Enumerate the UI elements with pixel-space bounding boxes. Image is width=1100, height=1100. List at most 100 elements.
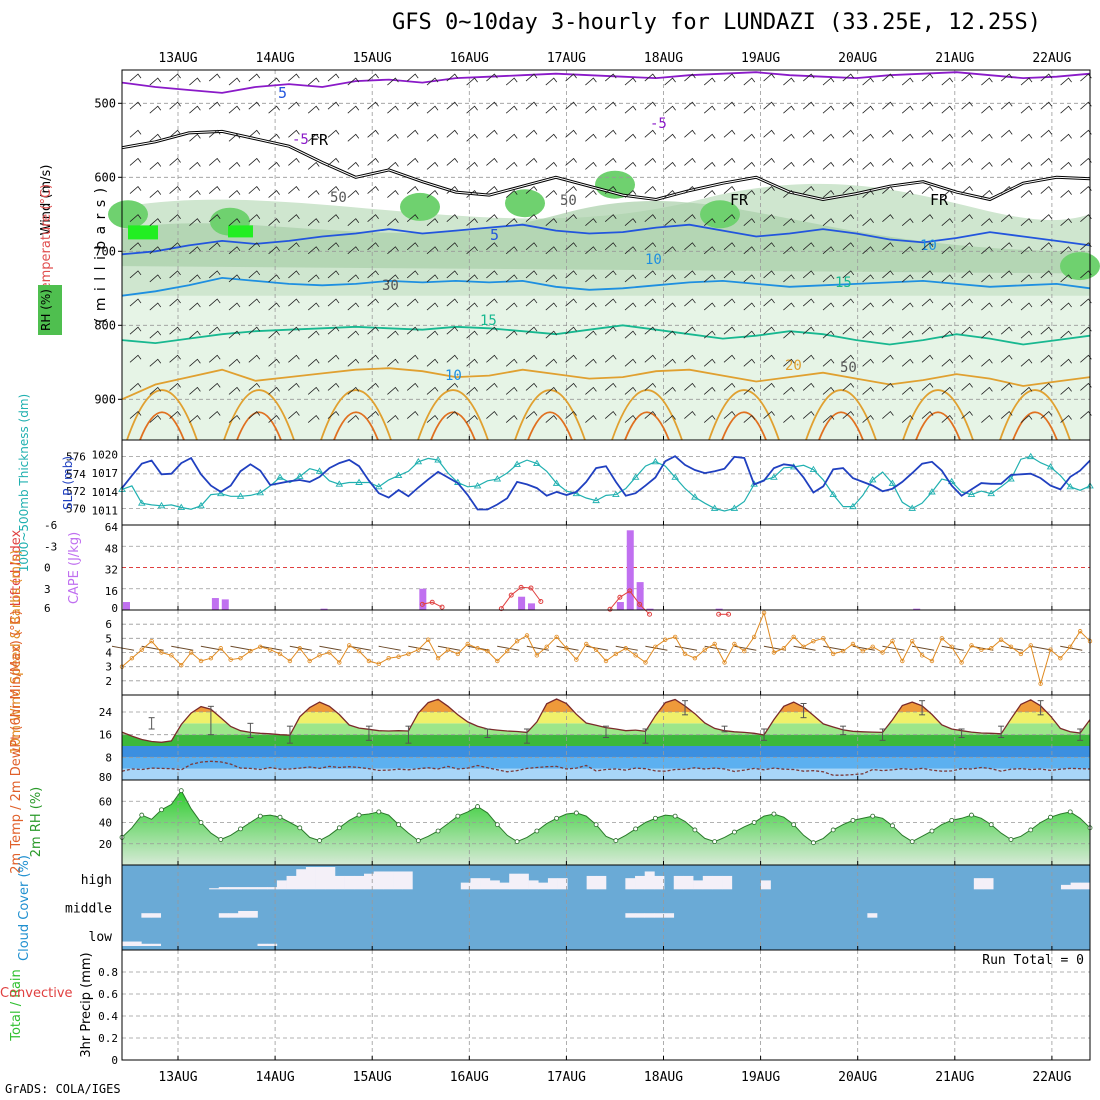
- wind-barb: [862, 330, 874, 339]
- wind-barb: [327, 270, 340, 279]
- wind-barb: [585, 133, 597, 142]
- wind-barb: [367, 242, 379, 251]
- cloud-bar-high: [470, 878, 481, 890]
- wind-barb: [545, 302, 558, 311]
- precip-convective-label: Convective: [0, 986, 73, 1001]
- wind10-marker: [524, 633, 530, 638]
- thickness-marker: [809, 465, 818, 473]
- wind-barb: [901, 358, 914, 367]
- wind-barb: [842, 354, 855, 363]
- wind-barb: [486, 73, 498, 82]
- contour-label: 10: [445, 368, 462, 384]
- contour-label: 30: [382, 278, 399, 294]
- wind-barb: [208, 101, 221, 110]
- wind-barb: [604, 129, 617, 138]
- wind-barb: [426, 218, 439, 227]
- thickness-marker: [908, 504, 916, 511]
- wind-barb: [763, 214, 775, 223]
- wind-barb: [961, 270, 973, 279]
- wind-barb: [406, 157, 419, 166]
- cloud-bar-high: [286, 875, 297, 890]
- wind-barb: [149, 414, 162, 423]
- wind-barb: [545, 218, 558, 227]
- wind-barb: [406, 214, 419, 223]
- wind10-marker: [939, 636, 945, 641]
- thickness-marker: [770, 473, 778, 480]
- wind10-marker: [356, 648, 362, 654]
- wind10-marker: [850, 641, 856, 647]
- wind10-marker: [218, 646, 223, 651]
- wind-barb: [387, 189, 399, 198]
- wind-barb: [862, 274, 874, 283]
- thickness-marker: [276, 473, 284, 480]
- wind-barb: [1060, 77, 1072, 86]
- thickness-marker: [592, 496, 600, 504]
- wind10-tick: 5: [105, 632, 112, 645]
- rh-moist-patch: [400, 192, 440, 221]
- wind-barb: [208, 214, 221, 223]
- wind-barb: [486, 157, 498, 166]
- date-label-bottom: 18AUG: [644, 1070, 683, 1085]
- wind-barb: [327, 157, 340, 166]
- rh-axis-label: RH (%): [39, 289, 53, 331]
- wind-barb: [446, 214, 459, 223]
- wind-barb: [268, 302, 280, 311]
- wind-barb: [882, 214, 894, 223]
- wind-barb: [288, 129, 300, 138]
- wind-barb: [703, 330, 716, 339]
- wind-barb: [604, 298, 617, 307]
- wind-barb: [387, 386, 399, 395]
- wind-barb: [763, 298, 775, 307]
- wind-barb: [763, 101, 775, 110]
- contour-label: FR: [730, 191, 749, 209]
- wind-barb: [961, 382, 973, 391]
- wind10-marker: [1068, 644, 1073, 650]
- wind-barb: [169, 185, 181, 194]
- rh-marker: [771, 811, 777, 817]
- pressure-tick: 500: [94, 96, 116, 110]
- wind-barb: [129, 354, 142, 363]
- wind-barb: [941, 189, 954, 198]
- wind-barb: [723, 298, 736, 307]
- wind-barb: [307, 302, 320, 311]
- wind-barb: [941, 414, 954, 423]
- wind-barb: [664, 330, 676, 339]
- cloud-bar-high: [760, 880, 771, 890]
- wind-barb: [347, 414, 360, 423]
- rh-marker: [732, 829, 737, 835]
- cape-axis-label: CAPE (J/kg): [67, 532, 82, 604]
- cape-bar: [320, 608, 328, 610]
- wind-barb: [822, 386, 835, 395]
- wind-barb: [1040, 214, 1053, 223]
- wind-barb: [901, 246, 914, 255]
- wind10-tick: 6: [105, 618, 112, 631]
- wind10-barb: [882, 645, 905, 651]
- wind-barb: [763, 129, 775, 138]
- wind10-marker: [574, 657, 579, 662]
- wind-barb: [307, 133, 320, 142]
- wind-barb: [644, 410, 657, 419]
- wind-barb: [743, 386, 756, 395]
- wind-barb: [842, 214, 855, 223]
- isotherm-hot: [430, 411, 476, 441]
- wind-barb: [604, 326, 617, 335]
- wind-barb: [189, 386, 201, 395]
- thickness-marker: [671, 473, 679, 480]
- wind-barb: [189, 161, 201, 170]
- wind-barb: [921, 101, 934, 110]
- wind-barb: [1060, 274, 1072, 283]
- wind-barb: [783, 358, 795, 367]
- date-label-bottom: 16AUG: [450, 1070, 489, 1085]
- wind-barb: [1000, 129, 1013, 138]
- wind-barb: [129, 270, 142, 279]
- wind-barb: [149, 161, 162, 170]
- wind10-marker: [465, 641, 470, 647]
- cape-bar: [419, 588, 427, 610]
- rh-moist-patch: [1060, 252, 1100, 281]
- wind-barb: [1020, 330, 1033, 339]
- wind10-barb: [526, 645, 549, 651]
- wind-barb: [505, 105, 518, 114]
- wind-barb: [862, 133, 874, 142]
- wind-barb: [367, 129, 379, 138]
- wind-barb: [525, 214, 538, 223]
